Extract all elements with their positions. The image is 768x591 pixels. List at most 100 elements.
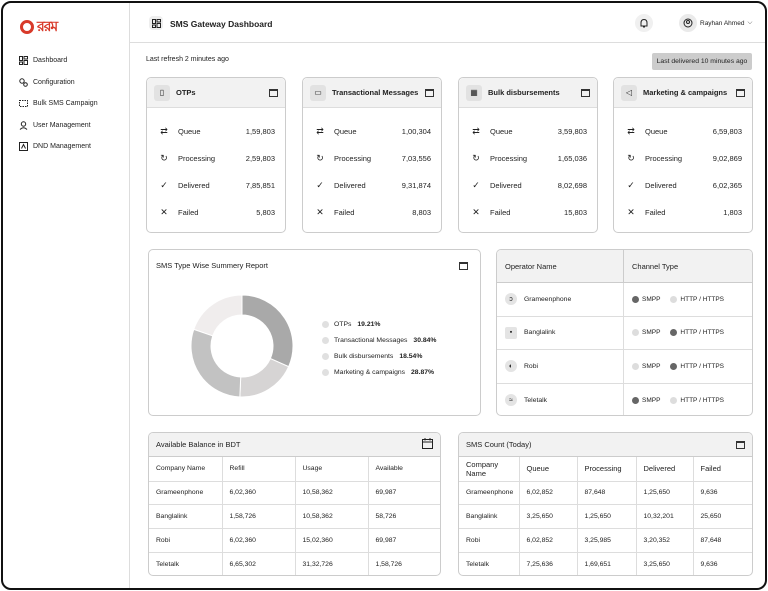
notification-bell-icon[interactable] [635, 14, 653, 32]
sidebar-item-bulk-sms-campaign[interactable]: Bulk SMS Campaign [19, 93, 98, 115]
column-header: Company Name [149, 457, 223, 482]
calendar-icon[interactable] [459, 262, 468, 270]
table-cell: Banglalink [149, 504, 223, 530]
legend-dot [322, 336, 329, 344]
donut-slice[interactable] [239, 357, 290, 398]
radio-label: HTTP / HTTPS [680, 329, 724, 337]
stat-label: Processing [645, 153, 683, 163]
processing-icon: ↻ [472, 152, 480, 163]
calendar-icon[interactable] [269, 88, 278, 97]
stat-value: 6,02,365 [712, 180, 742, 190]
stat-row-processing: ↻ Processing 7,03,556 [303, 151, 441, 165]
sidebar-item-dnd-management[interactable]: DND Management [19, 136, 98, 158]
sidebar-item-label: User Management [33, 121, 91, 129]
table-cell: 69,987 [368, 481, 440, 506]
donut-slice[interactable] [190, 328, 242, 398]
http-radio[interactable]: HTTP / HTTPS [670, 362, 724, 370]
table-header-row: Company Name Refill Usage Available [149, 457, 440, 482]
queue-icon: ⇄ [160, 125, 168, 136]
user-menu[interactable]: Rayhan Ahmed ⌵ [700, 19, 752, 27]
sidebar-item-configuration[interactable]: Configuration [19, 72, 98, 94]
stat-value: 6,59,803 [712, 126, 742, 136]
calendar-icon[interactable] [736, 440, 745, 449]
http-radio[interactable]: HTTP / HTTPS [670, 295, 724, 303]
failed-icon: ✕ [472, 206, 480, 217]
sidebar-item-user-management[interactable]: User Management [19, 115, 98, 137]
table-cell: Teletalk [149, 552, 223, 575]
sidebar-item-label: DND Management [33, 143, 91, 151]
stat-value: 8,803 [412, 207, 431, 217]
legend-label: Transactional Messages [334, 336, 408, 344]
card-title: Transactional Messages [332, 88, 419, 97]
card-title: Bulk disbursements [488, 88, 560, 97]
calendar-icon[interactable] [422, 438, 433, 451]
legend-label: OTPs [334, 320, 352, 328]
stat-label: Delivered [645, 180, 677, 190]
stat-value: 3,59,803 [557, 126, 587, 136]
stat-value: 1,59,803 [245, 126, 275, 136]
donut-chart [190, 294, 294, 398]
avatar[interactable] [679, 14, 697, 32]
http-radio[interactable]: HTTP / HTTPS [670, 396, 724, 404]
stat-card-transactional: ▭ Transactional Messages ⇄ Queue 1,00,304 … [302, 77, 442, 233]
operator-cell: ↄ Grameenphone [497, 283, 624, 316]
smpp-radio[interactable]: SMPP [632, 329, 660, 337]
legend-value: 18.54% [399, 352, 423, 360]
stat-value: 1,00,304 [401, 126, 431, 136]
stat-card-bulk-disbursements: ▦ Bulk disbursements ⇄ Queue 3,59,803 ↻ Pro… [458, 77, 598, 233]
banglalink-logo-icon: ▪ [505, 326, 517, 339]
table-row: Grameenphone 6,02,360 10,58,362 69,987 [149, 481, 440, 506]
column-header: Refill [222, 457, 296, 482]
stat-row-failed: ✕ Failed 8,803 [303, 205, 441, 219]
smpp-radio[interactable]: SMPP [632, 362, 660, 370]
stat-card-marketing: ◁ Marketing & campaigns ⇄ Queue 6,59,803 ↻… [613, 77, 753, 233]
donut-slice[interactable] [241, 294, 294, 368]
failed-icon: ✕ [316, 206, 324, 217]
dashboard-icon [19, 56, 28, 66]
table-row: ≈ Teletalk SMPP HTTP / HTTPS [497, 383, 752, 415]
table-cell: 87,648 [693, 528, 752, 553]
processing-icon: ↻ [316, 152, 324, 163]
donut-slice[interactable] [193, 294, 243, 337]
stat-label: Queue [645, 126, 668, 136]
operator-name: Banglalink [524, 329, 556, 337]
channel-cell: SMPP HTTP / HTTPS [624, 283, 752, 316]
radio-label: HTTP / HTTPS [680, 396, 724, 404]
calendar-icon[interactable] [736, 88, 745, 97]
sidebar-item-label: Configuration [33, 78, 75, 86]
column-header: Queue [519, 457, 578, 482]
table-cell: 1,25,650 [577, 504, 637, 530]
column-header: Processing [577, 457, 637, 482]
stat-label: Failed [490, 207, 511, 217]
delivered-icon: ✓ [472, 179, 480, 190]
message-icon: ▭ [310, 84, 326, 101]
logo[interactable]: ররম [20, 15, 58, 39]
radio-selected-icon [632, 295, 639, 303]
failed-icon: ✕ [627, 206, 635, 217]
panel-title: Available Balance in BDT [156, 440, 241, 449]
radio-label: HTTP / HTTPS [680, 295, 724, 303]
radio-unselected-icon [632, 362, 639, 370]
table-cell: 6,02,852 [519, 528, 578, 553]
table-cell: Grameenphone [149, 481, 223, 506]
stat-value: 5,803 [256, 207, 275, 217]
smpp-radio[interactable]: SMPP [632, 295, 660, 303]
bank-icon: ▦ [466, 84, 482, 101]
radio-unselected-icon [670, 396, 678, 404]
legend-label: Marketing & campaigns [334, 368, 406, 376]
radio-selected-icon [670, 329, 678, 337]
sidebar-item-dashboard[interactable]: Dashboard [19, 50, 98, 72]
table-cell: 10,32,201 [636, 504, 694, 530]
smpp-radio[interactable]: SMPP [632, 396, 660, 404]
calendar-icon[interactable] [581, 88, 590, 97]
stat-label: Processing [334, 153, 372, 163]
sidebar-item-label: Bulk SMS Campaign [33, 100, 98, 108]
processing-icon: ↻ [627, 152, 635, 163]
calendar-icon[interactable] [425, 88, 434, 97]
operator-cell: ◐ Robi [497, 350, 624, 383]
stat-label: Delivered [178, 180, 210, 190]
http-radio[interactable]: HTTP / HTTPS [670, 329, 724, 337]
stat-label: Queue [334, 126, 357, 136]
table-row: Banglalink 3,25,650 1,25,650 10,32,201 25,65… [459, 504, 752, 530]
